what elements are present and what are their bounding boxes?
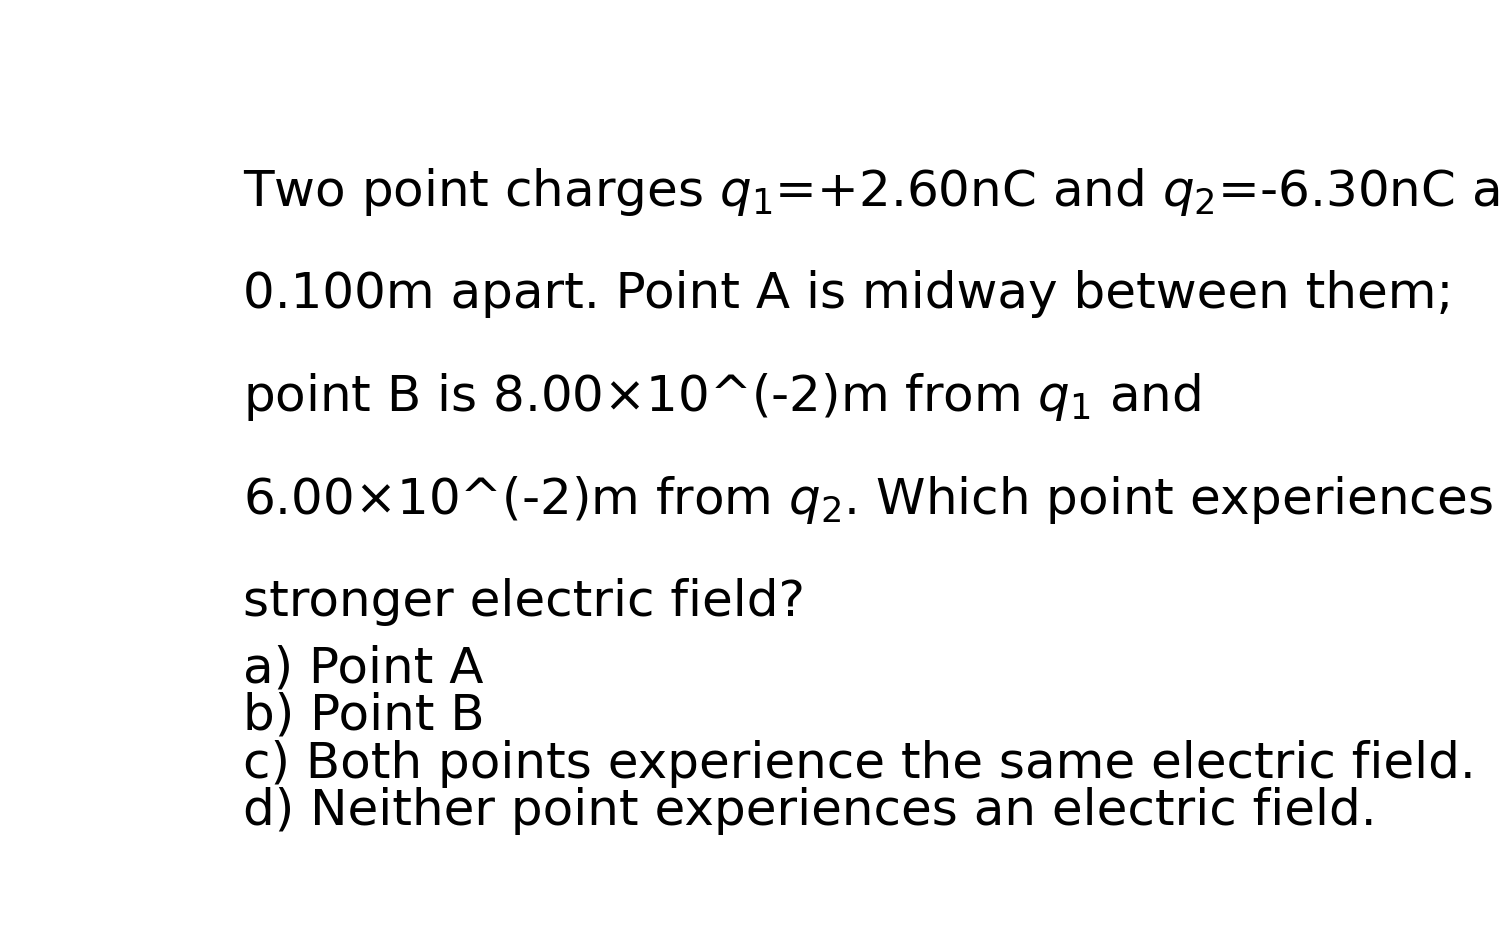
Text: stronger electric field?: stronger electric field? [243, 579, 806, 626]
Text: b) Point B: b) Point B [243, 692, 484, 740]
Text: d) Neither point experiences an electric field.: d) Neither point experiences an electric… [243, 787, 1377, 835]
Text: 0.100m apart. Point A is midway between them;: 0.100m apart. Point A is midway between … [243, 270, 1454, 319]
Text: 6.00×10^(-2)m from $q_2$. Which point experiences a: 6.00×10^(-2)m from $q_2$. Which point ex… [243, 474, 1500, 526]
Text: point B is 8.00×10^(-2)m from $q_1$ and: point B is 8.00×10^(-2)m from $q_1$ and [243, 371, 1202, 423]
Text: c) Both points experience the same electric field.: c) Both points experience the same elect… [243, 740, 1476, 787]
Text: a) Point A: a) Point A [243, 645, 484, 692]
Text: Two point charges $q_1$=+2.60nC and $q_2$=-6.30nC are: Two point charges $q_1$=+2.60nC and $q_2… [243, 166, 1500, 218]
